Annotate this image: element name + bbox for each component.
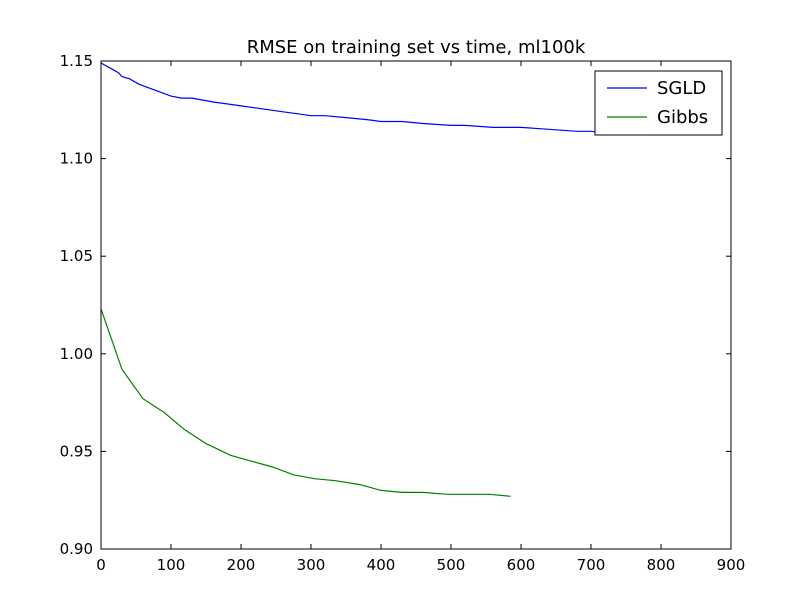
legend: SGLD Gibbs (594, 70, 723, 136)
x-tick-label: 300 (297, 556, 326, 574)
y-tick-label: 1.00 (60, 345, 93, 363)
x-tick-label: 700 (577, 556, 606, 574)
x-tick-label: 0 (96, 556, 106, 574)
series-layer (100, 62, 626, 497)
x-tick-label: 600 (507, 556, 536, 574)
x-tick-label: 900 (717, 556, 746, 574)
x-tick-label: 100 (157, 556, 186, 574)
y-tick-label: 1.05 (60, 247, 93, 265)
x-tick-label: 200 (227, 556, 256, 574)
axis-ticks: 0 100 200 300 400 500 600 700 800 900 0.90 0.95 1.00… (60, 52, 746, 574)
series-line-sgld (100, 62, 626, 134)
y-tick-label: 0.95 (60, 442, 93, 460)
x-tick-label: 800 (647, 556, 676, 574)
plot-area-frame (100, 60, 732, 550)
series-line-gibbs (100, 308, 511, 497)
y-tick-label: 1.15 (60, 52, 93, 70)
legend-box (594, 70, 723, 136)
y-tick-label: 0.90 (60, 540, 93, 558)
x-tick-label: 400 (367, 556, 396, 574)
x-tick-label: 500 (437, 556, 466, 574)
chart-title: RMSE on training set vs time, ml100k (247, 37, 586, 58)
legend-label-gibbs: Gibbs (657, 107, 708, 128)
legend-label-sgld: SGLD (657, 78, 706, 99)
y-tick-label: 1.10 (60, 150, 93, 168)
